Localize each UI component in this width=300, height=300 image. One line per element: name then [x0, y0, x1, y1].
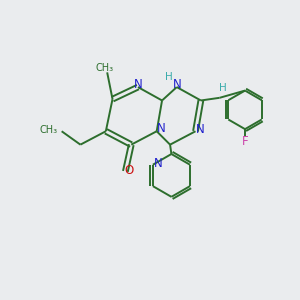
Text: O: O: [124, 164, 133, 177]
Text: CH₃: CH₃: [40, 125, 58, 135]
Text: N: N: [134, 79, 142, 92]
Text: N: N: [154, 157, 163, 170]
Text: H: H: [219, 83, 227, 93]
Text: N: N: [172, 79, 181, 92]
Text: CH₃: CH₃: [95, 63, 114, 74]
Text: F: F: [242, 135, 248, 148]
Text: N: N: [157, 122, 166, 135]
Text: N: N: [196, 123, 205, 136]
Text: H: H: [165, 72, 172, 82]
